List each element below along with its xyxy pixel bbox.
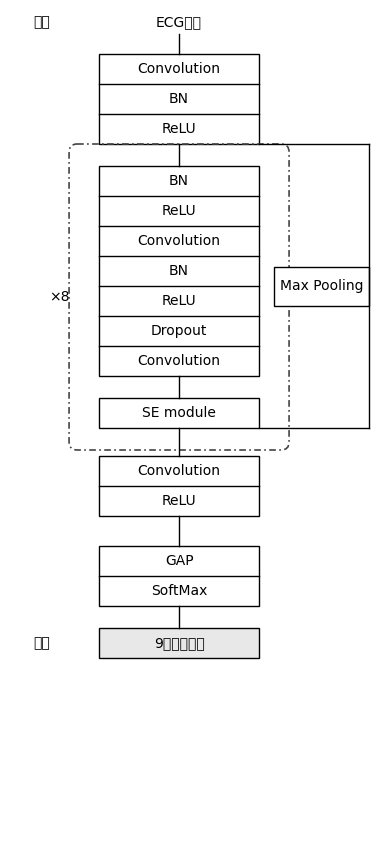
Text: ×8: ×8 [49, 290, 69, 304]
Text: ReLU: ReLU [162, 294, 196, 308]
Text: BN: BN [169, 174, 189, 188]
Text: SoftMax: SoftMax [151, 584, 207, 598]
Text: 9种心律失常: 9种心律失常 [154, 636, 205, 650]
Text: BN: BN [169, 264, 189, 278]
Text: ReLU: ReLU [162, 122, 196, 136]
Text: Dropout: Dropout [151, 324, 207, 338]
Text: ReLU: ReLU [162, 204, 196, 218]
Text: Convolution: Convolution [138, 464, 221, 478]
Text: 输入: 输入 [34, 15, 50, 29]
Text: Convolution: Convolution [138, 354, 221, 368]
Bar [99, 398, 259, 428]
Text: Convolution: Convolution [138, 62, 221, 76]
Bar [99, 54, 259, 144]
Text: Max Pooling: Max Pooling [280, 279, 363, 293]
Bar [99, 546, 259, 606]
Bar [99, 628, 259, 658]
Text: Convolution: Convolution [138, 234, 221, 248]
Bar [274, 266, 369, 306]
Bar [99, 456, 259, 516]
Text: SE module: SE module [142, 406, 216, 420]
Text: ECG信号: ECG信号 [156, 15, 202, 29]
Text: 输出: 输出 [34, 636, 50, 650]
Text: BN: BN [169, 92, 189, 106]
Text: GAP: GAP [165, 554, 194, 568]
Bar [99, 166, 259, 376]
Text: ReLU: ReLU [162, 494, 196, 508]
